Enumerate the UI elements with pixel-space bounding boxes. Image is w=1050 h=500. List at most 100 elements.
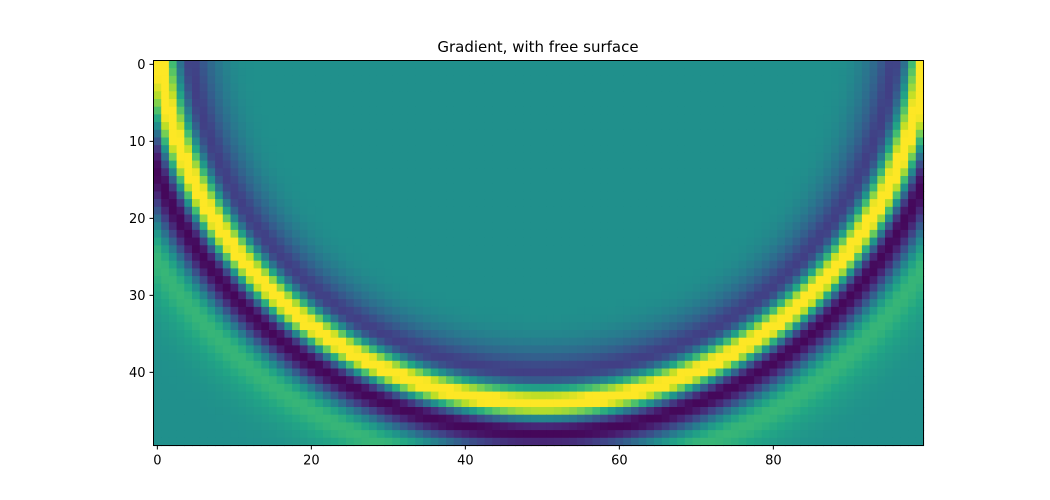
heatmap-cell [176,422,185,431]
heatmap-cell [215,360,224,370]
heatmap-cell [330,383,339,393]
heatmap-cell [715,176,724,185]
heatmap-cell [823,260,832,269]
heatmap-cell [669,407,678,416]
heatmap-cell [607,214,617,223]
heatmap-cell [253,314,262,323]
heatmap-cell [461,176,470,185]
heatmap-cell [846,414,855,423]
heatmap-cell [885,253,894,262]
heatmap-cell [731,191,740,200]
heatmap-cell [261,345,270,354]
heatmap-cell [299,322,309,331]
heatmap-cell [731,353,740,362]
heatmap-cell [469,152,478,162]
heatmap-cell [838,83,848,92]
heatmap-cell [600,114,609,123]
heatmap-cell [322,183,332,192]
heatmap-cell [607,368,617,377]
heatmap-cell [723,253,732,262]
heatmap-cell [269,260,278,269]
heatmap-cell [384,168,393,177]
heatmap-cell [500,122,509,131]
heatmap-cell [222,314,232,323]
heatmap-cell [861,291,871,300]
heatmap-cell [707,391,717,400]
heatmap-cell [461,383,470,393]
heatmap-cell [800,199,809,208]
heatmap-cell [684,399,694,408]
heatmap-cell [469,376,478,385]
heatmap-cell [523,360,532,370]
heatmap-cell [661,430,670,439]
heatmap-cell [623,299,632,308]
heatmap-cell [284,314,293,323]
heatmap-cell [761,414,771,423]
heatmap-cell [384,237,393,246]
heatmap-cell [692,183,701,192]
heatmap-cell [245,299,255,308]
heatmap-cell [453,214,463,223]
heatmap-cell [322,137,332,146]
heatmap-cell [384,268,393,277]
heatmap-cell [546,276,555,285]
heatmap-cell [276,122,285,131]
heatmap-cell [384,260,393,269]
heatmap-cell [915,383,925,393]
heatmap-cell [376,145,386,154]
heatmap-cell [192,345,201,354]
heatmap-cell [353,222,362,231]
heatmap-cell [222,122,232,131]
heatmap-cell [192,245,201,254]
heatmap-cell [646,91,655,100]
heatmap-cell [669,191,678,200]
heatmap-cell [284,129,293,139]
heatmap-cell [261,276,270,285]
heatmap-cell [669,383,678,393]
heatmap-cell [908,360,917,370]
heatmap-cell [276,83,285,92]
heatmap-cell [192,60,201,69]
heatmap-cell [854,83,863,92]
heatmap-cell [292,268,301,277]
heatmap-cell [515,260,524,269]
heatmap-cell [731,176,740,185]
heatmap-cell [885,399,894,408]
heatmap-cell [892,376,901,385]
heatmap-cell [846,391,855,400]
heatmap-cell [353,191,362,200]
heatmap-cell [684,68,694,77]
heatmap-cell [569,407,578,416]
heatmap-cell [577,114,586,123]
heatmap-cell [176,214,185,223]
heatmap-cell [453,414,463,423]
heatmap-cell [538,183,547,192]
heatmap-cell [692,299,701,308]
heatmap-cell [369,414,378,423]
heatmap-cell [330,222,339,231]
heatmap-cell [222,383,232,393]
heatmap-cell [253,75,262,85]
heatmap-cell [546,222,555,231]
heatmap-cell [784,437,794,447]
heatmap-cell [423,191,432,200]
heatmap-cell [854,114,863,123]
heatmap-cell [284,114,293,123]
heatmap-cell [784,91,794,100]
heatmap-cell [746,383,755,393]
heatmap-cell [322,199,332,208]
heatmap-cell [646,368,655,377]
heatmap-cell [253,145,262,154]
heatmap-cell [715,60,724,69]
heatmap-cell [407,152,416,162]
heatmap-cell [723,60,732,69]
heatmap-cell [476,306,486,316]
heatmap-cell [407,437,416,447]
heatmap-cell [476,83,486,92]
heatmap-cell [276,199,285,208]
heatmap-cell [338,99,347,108]
heatmap-cell [407,222,416,231]
heatmap-cell [438,306,447,316]
heatmap-cell [361,191,370,200]
